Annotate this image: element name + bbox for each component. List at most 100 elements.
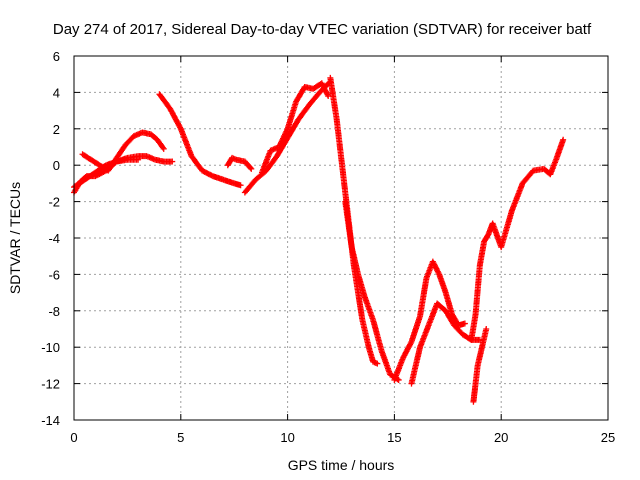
y-tick-label: -6 [48,267,60,282]
y-tick-label: -10 [41,340,60,355]
data-point-trail [264,154,279,173]
data-point-trail [242,177,258,195]
y-tick-label: -4 [48,231,60,246]
data-point-trail [276,127,290,149]
data-point-trail [426,302,440,327]
y-tick-labels: 6 4 2 0 -2 -4 -6 -8 -10 -12 -14 [41,49,60,428]
data-point-trail [417,276,430,318]
data-point-trail [443,291,455,316]
data-point-trail [362,294,376,322]
data-point-trail [379,349,393,376]
data-point-trail [408,345,423,386]
y-tick-label: -14 [41,413,60,428]
data-point-trail [114,143,128,160]
data-series [408,300,483,387]
y-tick-label: -12 [41,377,60,392]
y-tick-label: 0 [53,158,60,173]
data-point [461,320,468,327]
data-point-trail [359,318,372,349]
data-series [391,258,468,383]
chart-title: Day 274 of 2017, Sidereal Day-to-day VTE… [53,21,592,38]
y-tick-label: 2 [53,122,60,137]
data-point-trail [259,149,273,174]
data-point-trail [520,168,536,186]
data-point [237,182,244,189]
data-point-trail [230,155,238,163]
x-tick-label: 25 [601,430,615,445]
data-point-trail [319,81,331,98]
data-point-trail [296,103,312,122]
data-series [470,326,490,405]
data-point-trail [327,76,340,122]
data-point-trail [285,118,301,140]
data-point-trail [472,363,481,386]
data-point-trail [82,170,98,182]
data-series [342,198,402,383]
y-axis-label: SDTVAR / TECUs [7,182,23,294]
data-point [374,360,381,367]
data-point-trail [189,154,205,173]
data-series [468,136,567,343]
data-point-trail [349,245,361,276]
data-point-trail [400,340,414,360]
data-point-trail [167,107,184,131]
x-tick-label: 0 [70,430,77,445]
data-point-trail [449,312,461,327]
data-point [135,156,142,163]
y-tick-label: -8 [48,304,60,319]
x-tick-labels: 0 5 10 15 20 25 [70,430,615,445]
data-point-trail [342,200,355,249]
data-point-trail [149,132,160,142]
data-point-trail [355,272,368,298]
data-point-trail [435,301,448,313]
data-point-trail [436,272,449,295]
grid [74,56,608,420]
x-tick-label: 5 [177,430,184,445]
data-point-trail [157,92,173,111]
data-point-trail [509,181,525,213]
data-point-trail [370,318,385,353]
data-point [560,136,567,143]
data-point-trail [80,152,93,162]
x-axis-label: GPS time / hours [288,457,395,473]
data-point-trail [274,136,290,158]
y-tick-label: 4 [53,85,60,100]
data-series [156,91,244,189]
data-point-trail [554,138,566,160]
data-point-trail [479,327,489,349]
data-point-trail [472,263,483,316]
data-point-trail [470,382,479,404]
x-tick-label: 15 [387,430,401,445]
y-tick-label: -2 [48,195,60,210]
data-point-trail [417,323,431,349]
data-point-trail [409,314,423,344]
tick-marks [73,55,609,421]
data-point [325,93,332,100]
data-point-trail [93,163,108,175]
data-point-trail [443,309,457,327]
data-series [79,129,167,174]
data-point-trail [200,168,215,179]
data-point-trail [123,134,136,147]
data-point-trail [481,232,491,244]
data-point [248,165,255,172]
data-point [483,326,490,332]
data-point-trail [89,157,102,168]
data-point-trail [547,156,560,176]
data-point [169,158,176,165]
data-point-trail [178,127,194,158]
x-tick-label: 10 [280,430,294,445]
data-series [224,154,255,172]
data-point-trail [293,85,307,104]
data-point-trail [155,138,166,151]
x-tick-label: 20 [494,430,508,445]
data-point-trail [371,359,379,366]
data-point-trail [333,118,346,176]
data-point [160,145,167,152]
data-point-trail [306,90,322,107]
data-point-trail [477,240,487,267]
y-tick-label: 6 [53,49,60,64]
data-point-trail [285,100,299,131]
data-point-trail [392,356,406,382]
